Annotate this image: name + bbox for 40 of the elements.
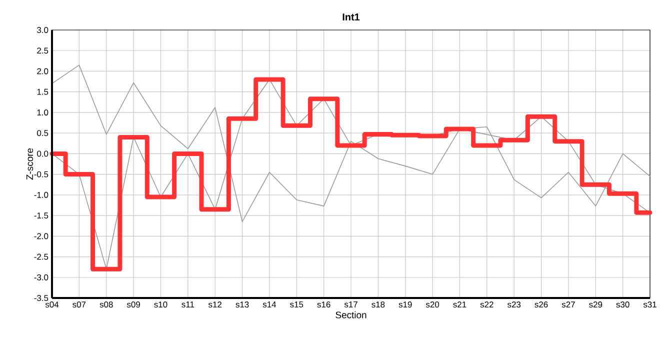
y-tick-label: -2.0 [34, 233, 48, 240]
x-tick-label: s08 [100, 302, 113, 308]
x-tick-label: s30 [616, 302, 630, 308]
y-tick-label: 1.5 [37, 88, 48, 95]
y-tick-label: -3.0 [34, 274, 48, 280]
y-tick-label: -3.5 [34, 295, 48, 301]
x-tick-label: s14 [262, 302, 276, 308]
y-tick-label: -1.0 [34, 192, 48, 198]
x-tick-label: s11 [182, 302, 194, 308]
x-tick-label: s16 [317, 302, 330, 308]
x-tick-label: s21 [453, 302, 466, 308]
x-tick-label: s20 [426, 302, 440, 308]
x-tick-label: s10 [154, 302, 168, 308]
y-tick-label: 0.0 [37, 150, 48, 157]
x-tick-label: s29 [589, 302, 602, 308]
chart-title: Int1 [342, 14, 360, 21]
x-tick-label: s09 [126, 302, 140, 308]
x-tick-label: s22 [480, 302, 494, 308]
y-tick-label: 2.5 [37, 48, 48, 54]
x-tick-label: s17 [344, 302, 358, 308]
y-tick-label: 3.0 [37, 27, 48, 33]
x-tick-label: s15 [290, 302, 304, 308]
x-axis-title: Section [336, 311, 366, 318]
y-tick-label: -1.5 [34, 212, 48, 218]
x-tick-label: s23 [508, 302, 521, 308]
x-tick-label: s04 [45, 302, 59, 308]
x-tick-label: s26 [534, 302, 548, 308]
x-tick-label: s07 [72, 302, 86, 308]
y-axis-title: Z-score [26, 148, 34, 180]
y-tick-label: 1.0 [37, 109, 48, 116]
x-tick-label: s12 [208, 302, 222, 308]
x-tick-label: s18 [372, 302, 385, 308]
y-tick-label: 2.0 [37, 68, 48, 74]
x-tick-label: s31 [643, 302, 656, 308]
x-tick-label: s19 [398, 302, 412, 308]
y-tick-label: -0.5 [34, 171, 48, 178]
y-tick-label: 0.5 [37, 130, 48, 136]
x-tick-label: s13 [236, 302, 249, 308]
y-tick-label: -2.5 [34, 254, 48, 260]
x-tick-label: s27 [562, 302, 575, 308]
